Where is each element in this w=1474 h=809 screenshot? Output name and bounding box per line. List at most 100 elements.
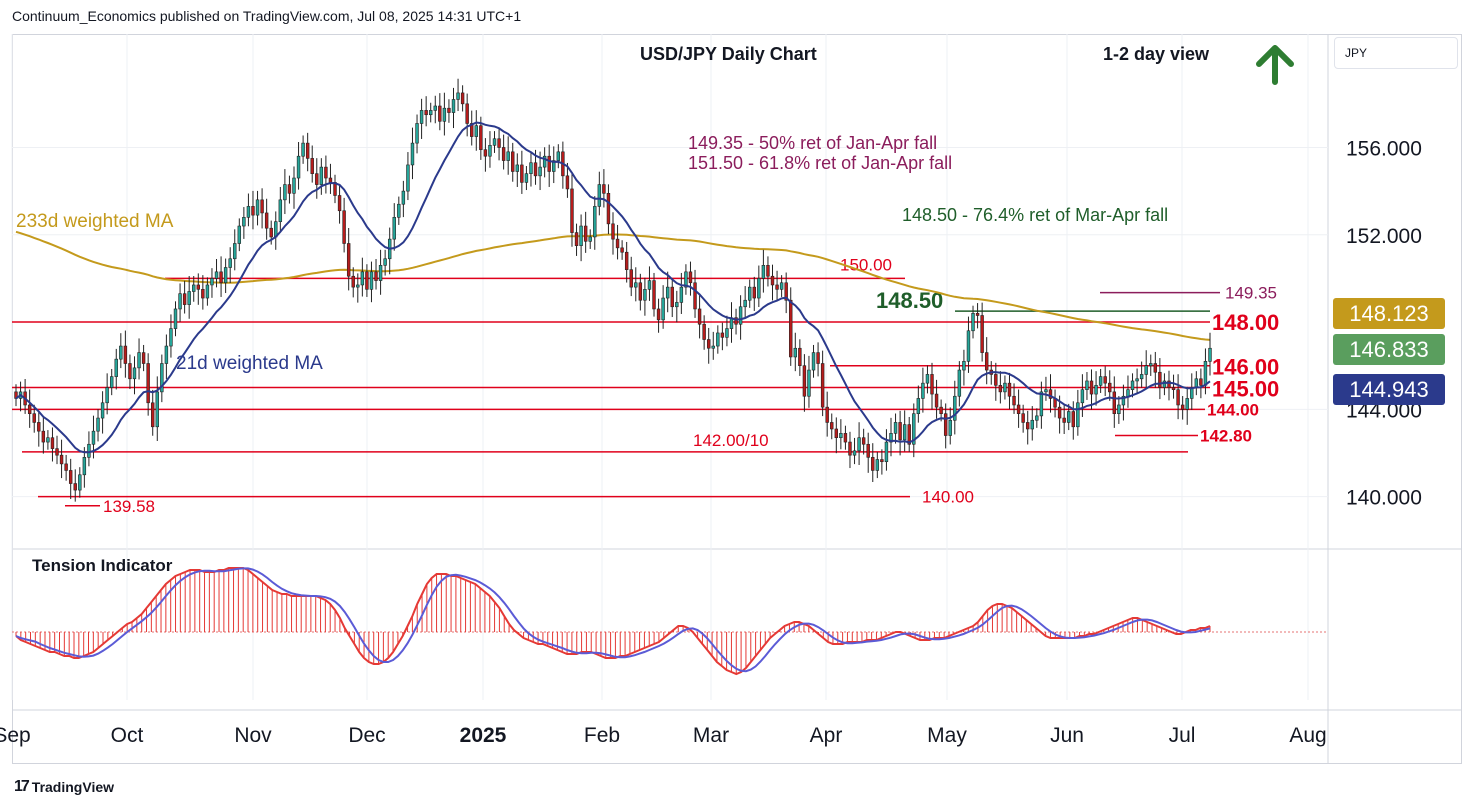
candle xyxy=(415,123,419,144)
currency-selector[interactable]: JPY xyxy=(1334,37,1458,69)
candle xyxy=(638,282,643,301)
candle xyxy=(839,433,843,439)
candle xyxy=(123,345,128,364)
ma-233-label: 233d weighted MA xyxy=(16,211,174,232)
candle xyxy=(675,302,679,308)
x-tick-label: Jun xyxy=(1050,724,1084,747)
candle xyxy=(479,125,483,150)
candle xyxy=(442,107,447,122)
candle xyxy=(1048,389,1053,399)
fib-annotation: 148.50 - 76.4% ret of Mar-Apr fall xyxy=(902,205,1168,225)
candle xyxy=(1071,411,1075,428)
candle xyxy=(524,173,529,183)
candle xyxy=(665,286,670,299)
candle xyxy=(287,184,292,194)
candle xyxy=(893,422,898,434)
candle xyxy=(1171,387,1176,390)
candle xyxy=(784,282,788,301)
candle xyxy=(643,289,647,301)
y-tick-label: 156.000 xyxy=(1346,137,1422,160)
candle xyxy=(734,317,738,325)
candle xyxy=(1057,406,1062,419)
candle xyxy=(1121,395,1126,406)
candle xyxy=(816,352,820,364)
candle xyxy=(962,361,966,371)
candle xyxy=(1180,404,1185,410)
candle xyxy=(264,212,269,229)
x-tick-label: 2025 xyxy=(460,724,507,747)
candle xyxy=(611,223,615,240)
candle xyxy=(738,306,743,325)
candle xyxy=(424,110,428,116)
candle xyxy=(460,92,465,105)
candle xyxy=(1208,347,1212,362)
level-label: 140.00 xyxy=(922,488,974,507)
candle xyxy=(565,175,570,190)
candle xyxy=(775,284,779,290)
candle xyxy=(1030,419,1034,430)
candle xyxy=(100,402,105,419)
candle xyxy=(656,308,661,321)
candle xyxy=(242,217,246,227)
level-label: 139.58 xyxy=(103,497,155,516)
candle xyxy=(761,265,766,279)
candle xyxy=(757,278,761,299)
candle xyxy=(68,470,73,484)
level-label: 142.80 xyxy=(1200,427,1252,446)
candle xyxy=(346,243,351,277)
candle xyxy=(1003,382,1007,393)
candle xyxy=(46,437,50,443)
candle xyxy=(219,271,223,284)
candle xyxy=(246,206,251,218)
x-tick-label: Apr xyxy=(810,724,843,747)
candle xyxy=(902,424,907,441)
candle xyxy=(953,395,957,421)
candle xyxy=(406,164,410,192)
candle xyxy=(711,345,715,349)
tension-title: Tension Indicator xyxy=(32,556,173,575)
candle xyxy=(529,162,533,174)
candle xyxy=(1167,380,1171,388)
candle xyxy=(251,206,255,216)
candle xyxy=(515,164,520,172)
candle xyxy=(59,454,64,465)
footer-brand[interactable]: 17 TradingView xyxy=(14,778,114,796)
candle xyxy=(1076,402,1080,428)
candle xyxy=(96,417,100,432)
candle xyxy=(943,413,948,436)
candle xyxy=(488,144,492,157)
candle xyxy=(1080,389,1085,404)
candle xyxy=(934,393,939,408)
candle xyxy=(533,162,538,177)
candle xyxy=(109,376,114,388)
candle xyxy=(255,199,260,216)
candle xyxy=(1176,389,1180,406)
candle xyxy=(693,282,697,310)
candle xyxy=(634,282,638,288)
candle xyxy=(1139,374,1144,380)
candle xyxy=(305,142,310,159)
y-tick-label: 144.000 xyxy=(1346,399,1422,422)
candle xyxy=(875,459,880,471)
candle xyxy=(852,450,857,456)
candle xyxy=(716,332,720,347)
candle xyxy=(866,443,870,458)
candle xyxy=(602,184,606,194)
candle xyxy=(1044,389,1048,393)
candle xyxy=(483,149,488,157)
candle xyxy=(283,184,287,201)
candle xyxy=(201,289,205,299)
candle xyxy=(779,282,784,290)
candle xyxy=(501,147,506,161)
candle xyxy=(1144,365,1148,375)
publisher-line: Continuum_Economics published on Trading… xyxy=(12,8,522,24)
candle xyxy=(766,265,770,277)
x-tick-label: May xyxy=(927,724,967,747)
candle xyxy=(1199,378,1203,386)
candle xyxy=(155,391,159,428)
candle xyxy=(912,413,916,445)
candle xyxy=(830,422,834,430)
level-label: 148.50 xyxy=(876,288,943,313)
candle xyxy=(228,258,232,268)
